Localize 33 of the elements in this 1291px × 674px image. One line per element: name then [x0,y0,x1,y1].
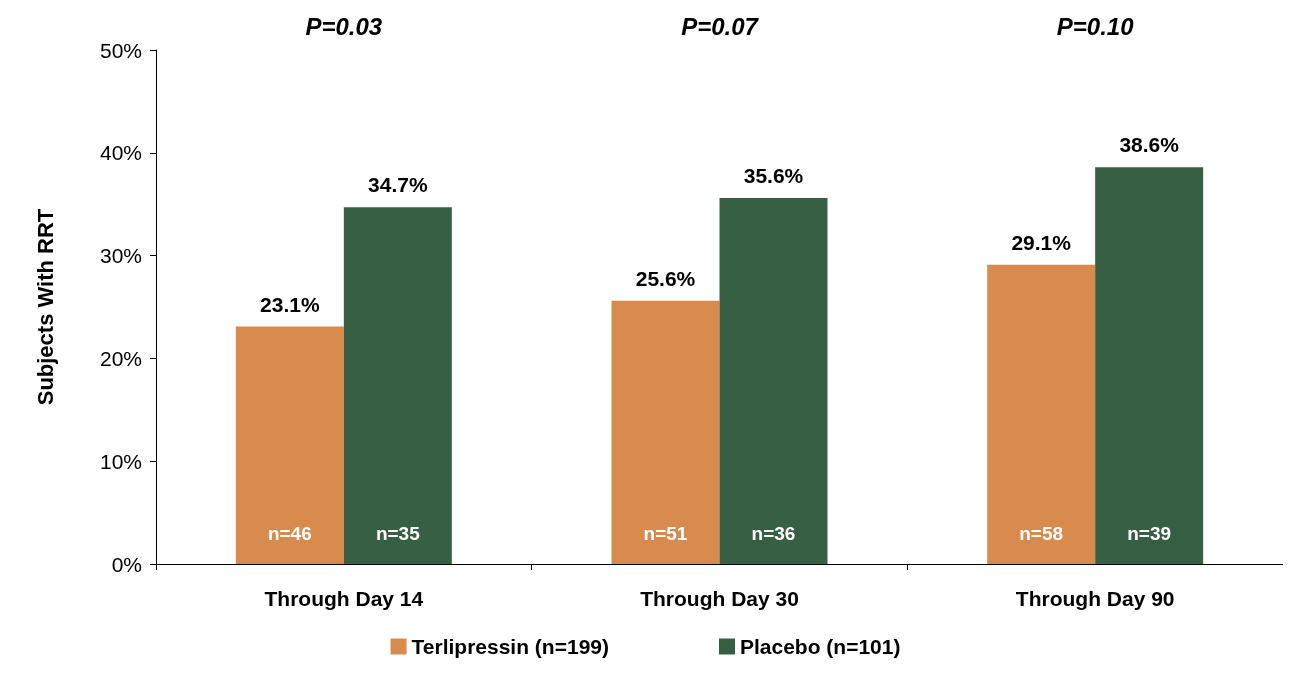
text: P=0.03 [305,12,383,40]
y-tick-label: 30% [99,244,142,268]
bar [719,198,828,564]
x-tick-label: Through Day 30 [640,587,799,610]
y-tick-label: 10% [99,449,142,473]
y-axis-title: Subjects With RRT [32,208,58,406]
data-label: 29.1% [1011,230,1072,254]
text: P=0.10 [1056,12,1135,40]
annotation: n=58 [1019,523,1064,545]
bar [343,207,452,564]
y-tick-label: 20% [99,346,142,370]
bar [987,264,1096,564]
bar [611,300,720,564]
data-label: 35.6% [743,164,804,188]
data-label: 25.6% [635,266,696,290]
y-tick-label: 40% [99,141,142,165]
annotation: n=36 [751,523,796,545]
bar [1095,167,1204,564]
annotation: n=46 [267,523,312,545]
y-tick-label: 0% [111,552,142,576]
text: P=0.07 [681,12,760,40]
data-label: 38.6% [1119,133,1180,157]
legend-label: Terlipressin (n=199) [411,635,609,658]
data-label: 23.1% [260,292,320,316]
annotation: n=39 [1127,523,1172,545]
bar [235,326,344,564]
annotation: n=51 [643,523,688,545]
data-label: 34.7% [368,173,428,197]
annotation: n=35 [375,523,421,545]
legend-label: Placebo (n=101) [739,635,901,658]
x-tick-label: Through Day 90 [1015,587,1175,610]
y-tick-label: 50% [99,38,142,62]
x-tick-label: Through Day 14 [264,587,424,610]
